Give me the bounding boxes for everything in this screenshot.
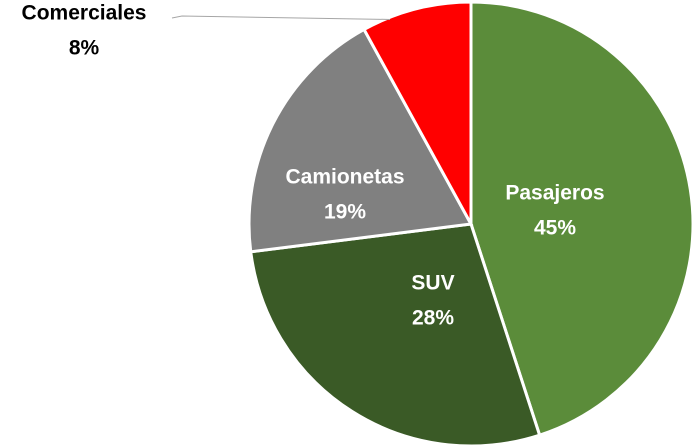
pie-slice: [247, 27, 474, 254]
category-label: Pasajeros: [505, 182, 604, 205]
value-label: 45%: [534, 217, 576, 240]
value-label: 19%: [324, 201, 366, 224]
pie-slice: [469, 0, 694, 438]
value-label: 28%: [412, 307, 454, 330]
category-label: Comerciales: [22, 2, 147, 25]
value-label: 8%: [69, 37, 100, 60]
leader-line: [171, 15, 391, 20]
category-label: Camionetas: [285, 166, 404, 189]
pie-slice: [362, 0, 473, 225]
category-label: SUV: [411, 272, 454, 295]
pie-slice: [249, 222, 542, 445]
